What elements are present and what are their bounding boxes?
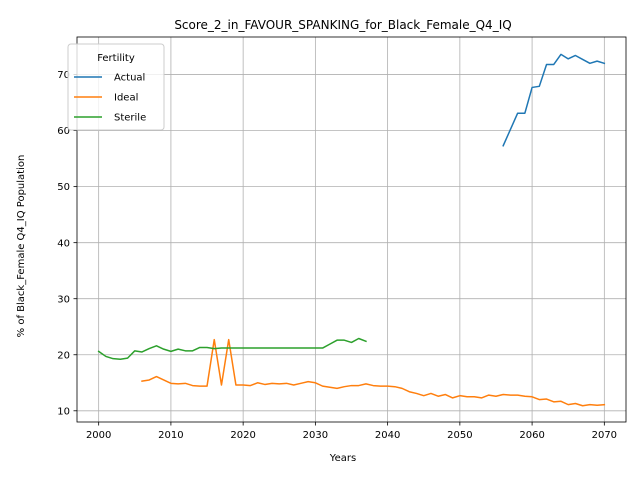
y-tick-label: 70: [57, 70, 70, 81]
plot-area-frame: [76, 36, 627, 423]
x-tick-label: 2060: [519, 430, 544, 441]
legend: Fertility Actual Ideal Sterile: [67, 43, 165, 131]
x-tick-label: 2020: [230, 430, 255, 441]
grid-lines: [77, 37, 626, 422]
legend-items: Actual Ideal Sterile: [74, 73, 146, 124]
legend-label-actual: Actual: [114, 73, 145, 84]
x-tick-label: 2070: [592, 430, 617, 441]
legend-label-sterile: Sterile: [114, 113, 146, 124]
x-tick-label: 2050: [447, 430, 472, 441]
y-tick-label: 40: [57, 238, 70, 249]
series-line-actual: [502, 53, 606, 147]
legend-box: [67, 43, 165, 131]
chart-title: Score_2_in_FAVOUR_SPANKING_for_Black_Fem…: [174, 18, 511, 32]
x-tick-label: 2040: [375, 430, 400, 441]
x-tick-label: 2000: [86, 430, 111, 441]
series-line-sterile: [97, 337, 367, 360]
y-tick-label: 20: [57, 350, 70, 361]
x-axis-ticks: 2000 2010 2020 2030 2040 2050 2060 2070: [86, 422, 617, 441]
y-axis-label: % of Black_Female Q4_IQ Population: [16, 155, 27, 338]
x-tick-label: 2010: [158, 430, 183, 441]
legend-label-ideal: Ideal: [114, 93, 138, 104]
y-axis-ticks: 10 20 30 40 50 60 70: [57, 70, 77, 417]
x-tick-label: 2030: [303, 430, 328, 441]
y-tick-label: 60: [57, 126, 70, 137]
y-tick-label: 30: [57, 294, 70, 305]
legend-title: Fertility: [97, 53, 135, 64]
y-tick-label: 50: [57, 182, 70, 193]
x-axis-label: Years: [329, 453, 356, 464]
series-line-ideal: [141, 338, 606, 407]
y-tick-label: 10: [57, 406, 70, 417]
series-lines: [97, 53, 606, 407]
